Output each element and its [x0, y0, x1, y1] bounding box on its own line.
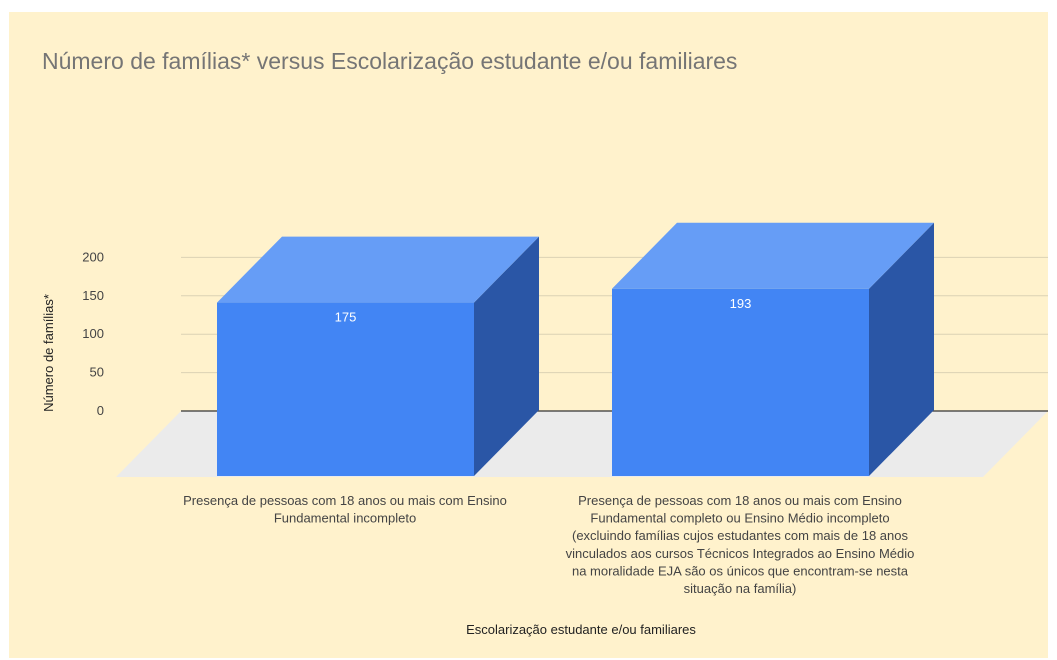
data-label: 175 — [335, 310, 357, 325]
x-category-label-line: Fundamental incompleto — [274, 511, 416, 526]
y-tick-label: 200 — [82, 249, 104, 264]
x-category-label-line: Presença de pessoas com 18 anos ou mais … — [183, 493, 507, 508]
chart-plot: 0 50 100 150 200 175 193 Presença de pessoas co… — [41, 222, 1048, 637]
bar — [612, 288, 869, 476]
chart-container: Número de famílias* versus Escolarização… — [9, 12, 1048, 658]
chart-title: Número de famílias* versus Escolarização… — [42, 48, 738, 74]
y-axis-title: Número de famílias* — [41, 294, 56, 412]
y-tick-label: 50 — [90, 365, 104, 380]
x-category-label: Presença de pessoas com 18 anos ou mais … — [183, 493, 507, 526]
y-tick-label: 100 — [82, 326, 104, 341]
x-category-label-line: na moralidade EJA são os únicos que enco… — [572, 563, 909, 578]
x-axis-title: Escolarização estudante e/ou familiares — [466, 622, 696, 637]
x-category-label-line: (excluindo famílias cujos estudantes com… — [572, 528, 909, 543]
bar-side — [474, 236, 539, 476]
y-tick-label: 0 — [97, 403, 104, 418]
y-tick-label: 150 — [82, 288, 104, 303]
x-category-label-line: Presença de pessoas com 18 anos ou mais … — [578, 493, 902, 508]
bar-side — [869, 222, 934, 476]
x-category-label-line: situação na família) — [684, 581, 797, 596]
x-category-label: Presença de pessoas com 18 anos ou mais … — [566, 493, 915, 596]
bar-top — [217, 236, 539, 303]
data-label: 193 — [730, 296, 752, 311]
bar — [217, 302, 474, 476]
x-category-label-line: vinculados aos cursos Técnicos Integrado… — [566, 546, 915, 561]
bar-top — [612, 222, 934, 289]
x-category-label-line: Fundamental completo ou Ensino Médio inc… — [590, 511, 889, 526]
